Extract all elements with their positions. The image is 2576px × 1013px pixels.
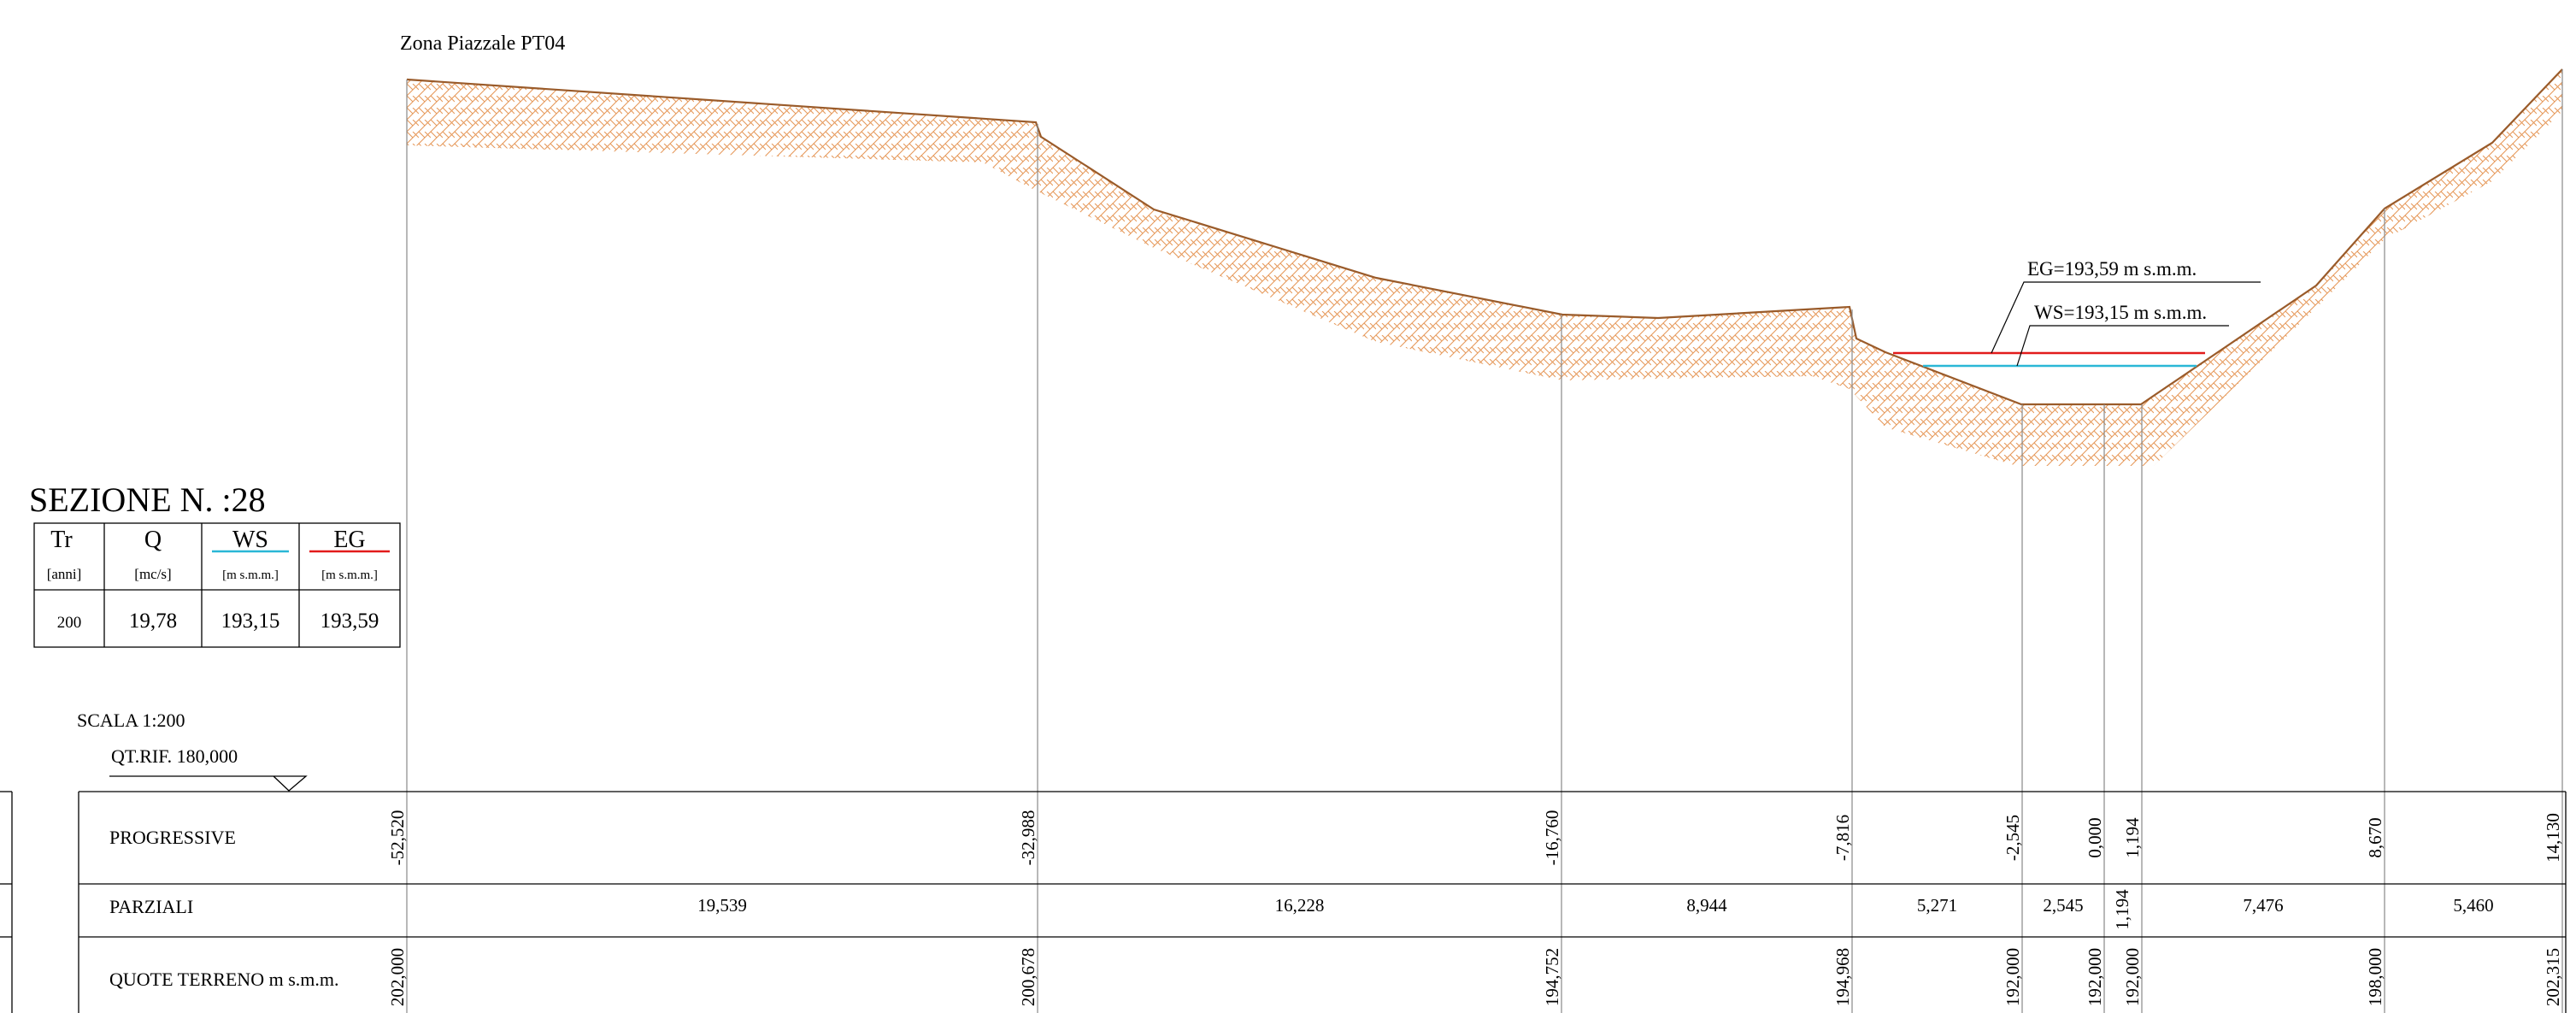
unit-tr: [anni] <box>47 566 82 582</box>
station-lines <box>406 69 2563 1013</box>
quota-value: 192,000 <box>2003 948 2023 1006</box>
progressive-value: 8,670 <box>2365 817 2385 857</box>
header-ws: WS <box>232 527 268 553</box>
parziale-value: 7,476 <box>2243 895 2283 916</box>
quota-value: 194,752 <box>1542 948 1562 1006</box>
quota-value: 194,968 <box>1832 948 1853 1006</box>
header-q: Q <box>144 527 162 553</box>
reference-marker <box>109 775 308 792</box>
progressive-value: -52,520 <box>387 810 408 866</box>
ws-label: WS=193,15 m s.m.m. <box>2034 302 2207 323</box>
quota-value: 202,000 <box>387 948 408 1006</box>
parziale-value: 19,539 <box>697 895 747 916</box>
quota-value: 198,000 <box>2365 948 2385 1006</box>
hydraulic-table <box>33 522 401 648</box>
progressive-value: 14,130 <box>2543 813 2563 863</box>
parziale-value: 16,228 <box>1275 895 1325 916</box>
quota-value: 202,315 <box>2543 948 2563 1006</box>
parziale-value: 5,460 <box>2453 895 2493 916</box>
progressive-value: -7,816 <box>1832 815 1853 861</box>
unit-q: [mc/s] <box>134 566 171 582</box>
value-q: 19,78 <box>129 610 177 633</box>
zone-title: Zona Piazzale PT04 <box>400 32 565 55</box>
unit-ws: [m s.m.m.] <box>222 568 279 582</box>
progressive-value: 1,194 <box>2122 817 2143 858</box>
quota-value: 200,678 <box>1018 948 1038 1006</box>
progressive-value: -2,545 <box>2003 815 2023 861</box>
quota-value: 192,000 <box>2085 948 2105 1006</box>
scale-label: SCALA 1:200 <box>77 710 185 731</box>
ws-leader <box>2016 325 2229 367</box>
progressive-value: -16,760 <box>1542 810 1562 866</box>
parziale-value: 8,944 <box>1686 895 1727 916</box>
unit-eg: [m s.m.m.] <box>321 568 378 582</box>
profile-band <box>0 791 2567 1013</box>
eg-leader <box>1991 281 2261 354</box>
progressive-value: -32,988 <box>1018 810 1038 866</box>
parziale-value: 5,271 <box>1917 895 1957 916</box>
row-progressive: PROGRESSIVE <box>109 827 236 848</box>
value-tr: 200 <box>57 614 82 632</box>
value-ws: 193,15 <box>221 610 280 633</box>
band-labels: -52,520 202,000 -32,988 200,678 -16,760 194,7… <box>387 810 2563 1007</box>
quota-value: 192,000 <box>2122 948 2143 1006</box>
parziale-value: 2,545 <box>2043 895 2083 916</box>
parziale-value: 1,194 <box>2112 889 2132 930</box>
section-title: SEZIONE N. :28 <box>29 480 266 519</box>
value-eg: 193,59 <box>321 610 379 633</box>
row-parziali: PARZIALI <box>109 896 193 917</box>
header-eg: EG <box>333 527 365 553</box>
ground-hatch <box>407 69 2562 466</box>
eg-label: EG=193,59 m s.m.m. <box>2027 258 2197 280</box>
row-quote: QUOTE TERRENO m s.m.m. <box>109 969 338 990</box>
header-tr: Tr <box>50 527 73 553</box>
reference-level: QT.RIF. 180,000 <box>111 745 238 767</box>
progressive-value: 0,000 <box>2085 817 2105 857</box>
ground-line <box>406 68 2563 406</box>
